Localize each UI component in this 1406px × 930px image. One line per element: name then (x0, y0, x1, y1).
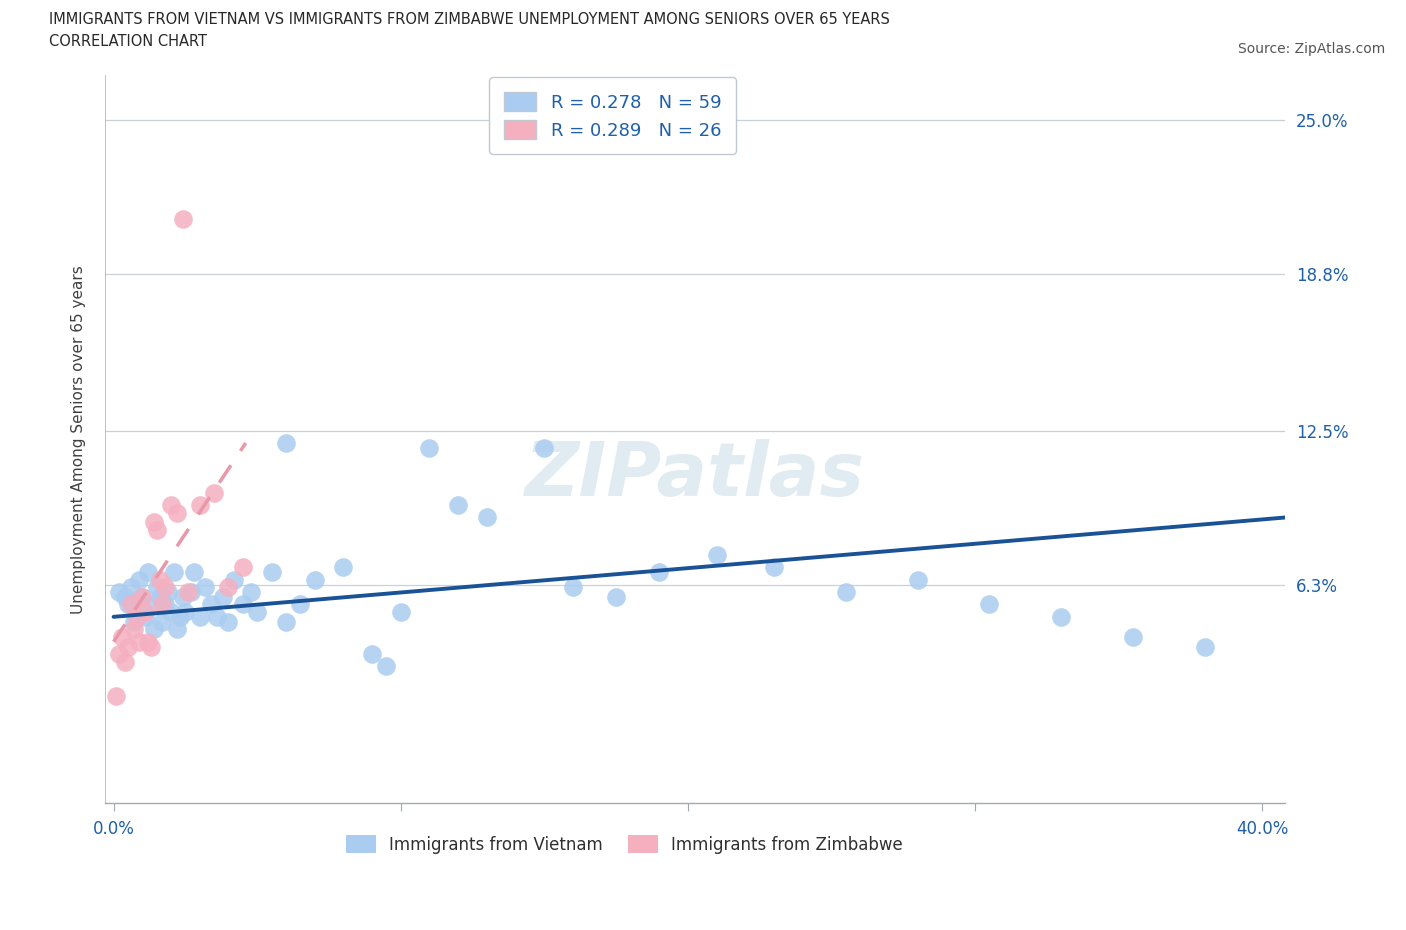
Point (125, 604, 148, 619)
Point (202, 485, 225, 500)
Point (142, 622, 165, 637)
Point (117, 639, 139, 654)
Point (155, 579, 177, 594)
Point (648, 565, 671, 579)
Legend: Immigrants from Vietnam, Immigrants from Zimbabwe: Immigrants from Vietnam, Immigrants from… (339, 829, 910, 860)
Point (706, 547, 728, 562)
Point (128, 572, 150, 587)
Point (134, 609, 156, 624)
Point (139, 597, 162, 612)
Point (205, 609, 228, 624)
Point (907, 572, 929, 587)
Point (183, 565, 205, 579)
Point (114, 654, 136, 669)
Point (217, 579, 239, 594)
Point (155, 597, 177, 612)
Point (152, 597, 174, 612)
Point (114, 590, 136, 604)
Point (152, 615, 174, 630)
Point (120, 597, 142, 612)
Point (447, 498, 470, 512)
Point (122, 622, 145, 637)
Point (475, 510, 498, 525)
Point (533, 441, 555, 456)
Point (108, 646, 131, 661)
Point (148, 590, 170, 604)
Point (120, 579, 142, 594)
Point (188, 498, 211, 512)
Text: Source: ZipAtlas.com: Source: ZipAtlas.com (1237, 42, 1385, 56)
Point (1050, 609, 1073, 624)
Point (169, 609, 191, 624)
Point (304, 572, 326, 587)
Point (217, 615, 239, 630)
Text: IMMIGRANTS FROM VIETNAM VS IMMIGRANTS FROM ZIMBABWE UNEMPLOYMENT AMONG SENIORS O: IMMIGRANTS FROM VIETNAM VS IMMIGRANTS FR… (49, 12, 890, 27)
Point (232, 597, 254, 612)
Point (160, 498, 183, 512)
Point (246, 604, 269, 619)
Point (180, 585, 202, 600)
Point (108, 585, 131, 600)
Point (131, 590, 153, 604)
Point (145, 523, 167, 538)
Point (136, 565, 159, 579)
Text: ZIPatlas: ZIPatlas (524, 439, 865, 512)
Point (145, 579, 167, 594)
Point (1122, 630, 1144, 644)
Point (562, 579, 585, 594)
Point (211, 590, 233, 604)
Point (172, 590, 194, 604)
Point (762, 560, 785, 575)
Point (134, 604, 156, 619)
Point (142, 515, 165, 530)
Point (274, 435, 297, 450)
Point (128, 634, 150, 649)
Point (139, 639, 162, 654)
Point (111, 630, 134, 644)
Point (605, 590, 627, 604)
Point (194, 579, 217, 594)
Point (200, 597, 222, 612)
Y-axis label: Unemployment Among Seniors over 65 years: Unemployment Among Seniors over 65 years (72, 265, 86, 614)
Point (274, 615, 297, 630)
Point (240, 585, 263, 600)
Point (375, 659, 398, 674)
Point (122, 615, 145, 630)
Point (260, 565, 283, 579)
Point (148, 572, 170, 587)
Point (188, 609, 211, 624)
Point (177, 585, 200, 600)
Point (131, 590, 153, 604)
Point (163, 565, 186, 579)
Point (361, 646, 384, 661)
Point (125, 609, 148, 624)
Point (172, 212, 194, 227)
Point (160, 604, 183, 619)
Point (979, 597, 1001, 612)
Point (166, 505, 188, 520)
Point (136, 634, 159, 649)
Point (290, 597, 312, 612)
Point (105, 689, 128, 704)
Point (389, 604, 412, 619)
Point (1194, 639, 1216, 654)
Point (418, 441, 440, 456)
Point (835, 585, 858, 600)
Point (117, 597, 139, 612)
Point (332, 560, 354, 575)
Point (166, 622, 188, 637)
Point (232, 560, 254, 575)
Point (157, 585, 180, 600)
Point (224, 572, 246, 587)
Point (174, 604, 197, 619)
Text: CORRELATION CHART: CORRELATION CHART (49, 34, 207, 49)
